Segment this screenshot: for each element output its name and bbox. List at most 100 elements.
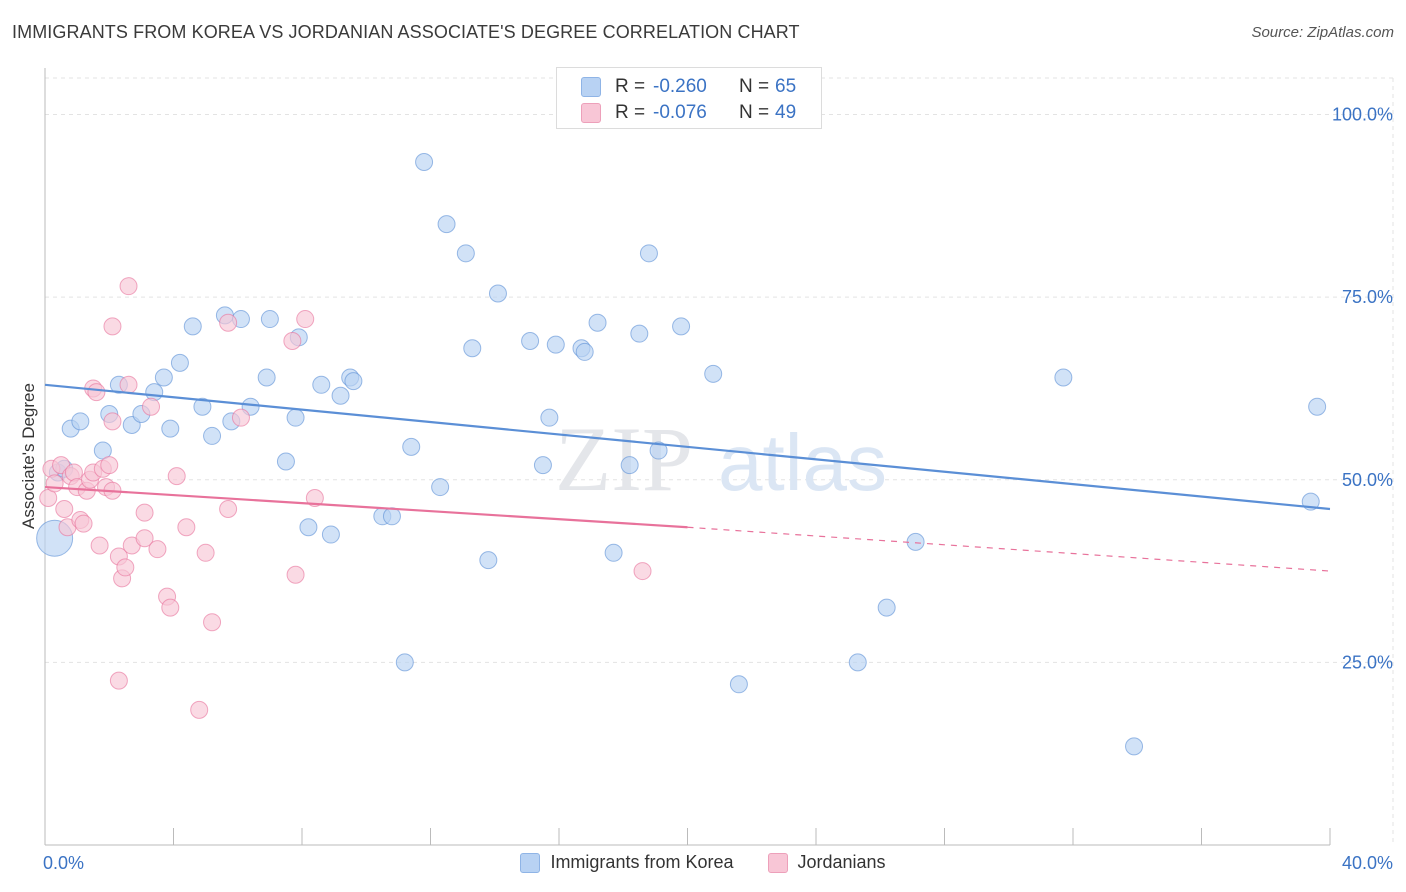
jordanian-point — [177, 518, 196, 537]
jordanian-point — [119, 375, 138, 394]
legend-label-korea: Immigrants from Korea — [550, 852, 734, 872]
korea-point — [588, 313, 607, 332]
jordanian-point — [135, 503, 154, 522]
korea-point — [312, 375, 331, 394]
source-label: Source: ZipAtlas.com — [1251, 24, 1394, 41]
korea-point — [521, 331, 540, 350]
jordanian-point — [296, 310, 315, 329]
jordanian-point — [161, 598, 180, 617]
korea-point — [299, 518, 318, 537]
jordanian-point — [142, 397, 161, 416]
korea-point — [382, 507, 401, 526]
korea-point — [286, 408, 305, 427]
korea-point — [203, 426, 222, 445]
korea-point — [488, 284, 507, 303]
korea-point — [183, 317, 202, 336]
axes: 25.0% 50.0% 75.0% 100.0% 0.0% 40.0% — [43, 68, 1393, 873]
korea-point — [704, 364, 723, 383]
korea-point — [848, 653, 867, 672]
korea-point — [331, 386, 350, 405]
korea-point — [630, 324, 649, 343]
watermark-atlas: atlas — [718, 418, 887, 507]
jordanian-point — [203, 613, 222, 632]
jordanian-point — [45, 474, 64, 493]
korea-point — [639, 244, 658, 263]
stats-r-value: -0.260 — [653, 76, 707, 97]
jordanian-point — [74, 514, 93, 533]
y-tick-label: 25.0% — [1342, 652, 1393, 672]
jordanian-point — [219, 313, 238, 332]
jordanian-point — [135, 529, 154, 548]
legend-item-jordanians[interactable]: Jordanians — [767, 852, 886, 873]
legend-label-jordanians: Jordanians — [797, 852, 886, 872]
stats-n-value: 49 — [775, 102, 797, 123]
watermark: ZIP atlas — [555, 408, 887, 510]
stats-r-value: -0.076 — [653, 102, 707, 123]
korea-point — [479, 551, 498, 570]
korea-point — [604, 543, 623, 562]
korea-point — [154, 368, 173, 387]
stats-n-label: N = — [739, 76, 770, 97]
korea-point — [649, 441, 668, 460]
jordanian-point — [167, 467, 186, 486]
jordanian-point — [633, 562, 652, 581]
jordanian-point — [100, 456, 119, 475]
korea-point — [257, 368, 276, 387]
korea-point — [415, 153, 434, 172]
jordanian-point — [87, 383, 106, 402]
series-legend: Immigrants from Korea Jordanians — [0, 852, 1406, 873]
stats-n-value: 65 — [775, 76, 797, 97]
y-tick-label: 75.0% — [1342, 287, 1393, 307]
korea-point — [276, 452, 295, 471]
x-tick-label: 0.0% — [43, 853, 84, 873]
korea-point — [260, 310, 279, 329]
jordanian-point — [119, 277, 138, 296]
jordanian-point — [116, 558, 135, 577]
korea-point — [546, 335, 565, 354]
jordanian-point — [196, 543, 215, 562]
korea-point — [906, 532, 925, 551]
korea-point — [71, 412, 90, 431]
jordanian-point — [103, 317, 122, 336]
korea-point — [161, 419, 180, 438]
korea-point — [437, 215, 456, 234]
stats-row-korea: R = -0.260 N = 65 — [581, 76, 796, 98]
korea-point — [344, 372, 363, 391]
korea-point — [193, 397, 212, 416]
jordanian-point — [283, 331, 302, 350]
korea-point — [1308, 397, 1327, 416]
chart-title: IMMIGRANTS FROM KOREA VS JORDANIAN ASSOC… — [12, 22, 800, 42]
legend-item-korea[interactable]: Immigrants from Korea — [520, 852, 734, 873]
jordanian-trend-line-extension — [687, 526, 1331, 572]
korea-point — [533, 456, 552, 475]
korea-point — [395, 653, 414, 672]
korea-point — [456, 244, 475, 263]
korea-point — [463, 339, 482, 358]
jordanian-point — [219, 499, 238, 518]
korea-point — [145, 383, 164, 402]
korea-point — [672, 317, 691, 336]
jordanian-point — [286, 565, 305, 584]
y-axis-label: Associate's Degree — [19, 383, 38, 529]
korea-point — [575, 342, 594, 361]
korea-point — [729, 675, 748, 694]
korea-point — [431, 478, 450, 497]
stats-swatch-korea — [581, 77, 601, 97]
stats-n-label: N = — [739, 102, 770, 123]
x-tick-label: 40.0% — [1342, 853, 1393, 873]
korea-point — [877, 598, 896, 617]
jordanian-trend-line — [44, 485, 688, 529]
trend-lines — [44, 383, 1331, 572]
jordanian-point — [109, 671, 128, 690]
legend-swatch-korea — [520, 852, 541, 873]
korea-point — [321, 525, 340, 544]
korea-trend-line — [44, 383, 1331, 511]
jordanian-point — [148, 540, 167, 559]
stats-swatch-jordanians — [581, 103, 601, 123]
stats-r-label: R = — [615, 102, 646, 123]
y-tick-label: 100.0% — [1332, 105, 1393, 125]
korea-point — [1125, 737, 1144, 756]
jordanian-point — [305, 489, 324, 508]
korea-point — [402, 437, 421, 456]
